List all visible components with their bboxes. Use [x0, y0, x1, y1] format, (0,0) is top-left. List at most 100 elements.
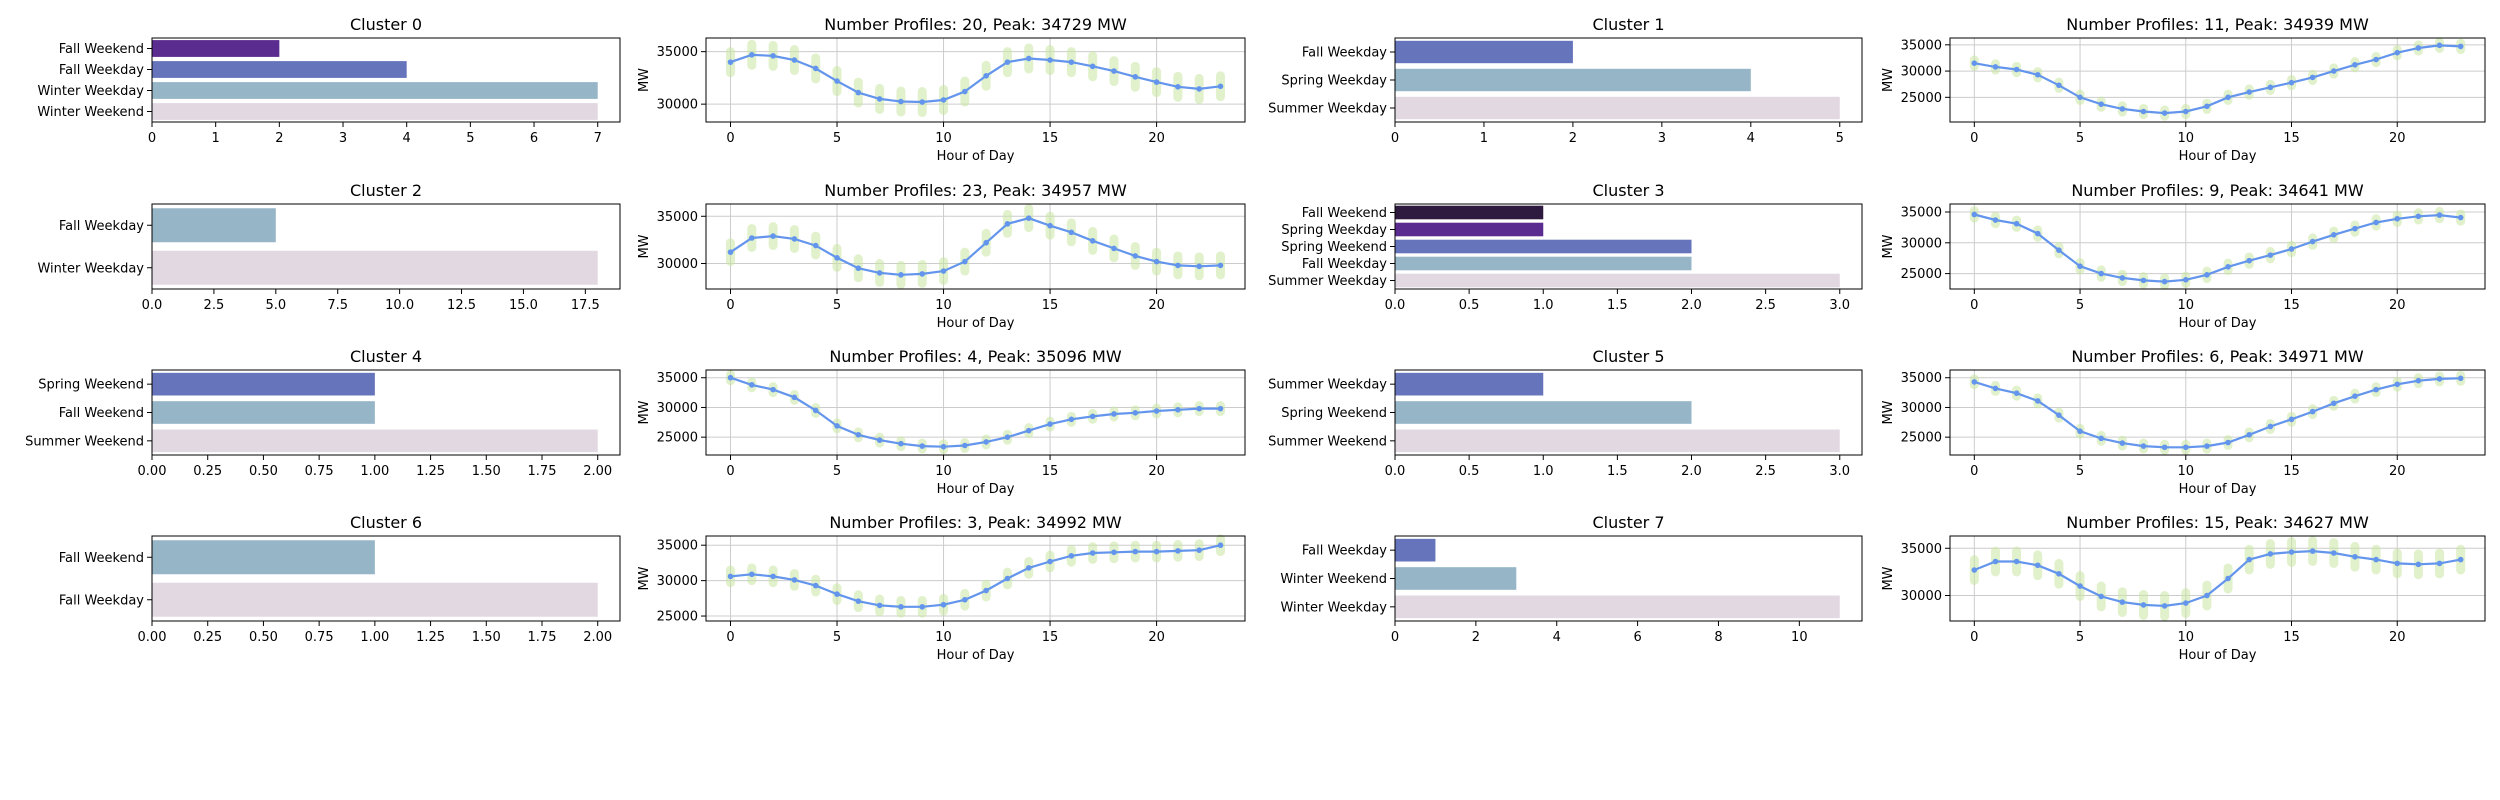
data-point — [2140, 443, 2147, 449]
x-tick-label: 6 — [530, 131, 538, 146]
y-tick-label: Summer Weekday — [1268, 274, 1387, 289]
data-point — [2309, 408, 2316, 415]
x-tick-label: 4 — [1747, 131, 1755, 146]
x-tick-label: 10 — [2178, 131, 2195, 146]
data-point — [2119, 599, 2126, 605]
x-tick-label: 15 — [1042, 298, 1059, 313]
bar — [152, 250, 598, 285]
bar — [1395, 96, 1840, 120]
x-tick-label: 10 — [935, 298, 952, 313]
data-point — [1025, 215, 1032, 221]
y-tick-label: 35000 — [1901, 38, 1942, 53]
data-point — [1175, 84, 1181, 90]
y-tick-label: 35000 — [657, 210, 698, 225]
x-tick-label: 20 — [1148, 464, 1165, 479]
subplot-title: Cluster 0 — [350, 15, 422, 34]
data-point — [2119, 275, 2126, 281]
data-point — [1992, 217, 1999, 223]
data-point — [2077, 428, 2083, 435]
y-tick-label: Winter Weekday — [37, 84, 144, 99]
plot-frame — [705, 203, 1246, 290]
data-point — [1089, 550, 1096, 556]
x-tick-label: 1 — [212, 131, 220, 146]
data-point — [1175, 262, 1181, 269]
x-tick-label: 0 — [1970, 630, 1978, 645]
data-point — [1025, 565, 1032, 571]
data-point — [2013, 558, 2020, 565]
data-point — [2415, 45, 2422, 51]
data-point — [727, 573, 734, 580]
x-tick-label: 0 — [1391, 630, 1399, 645]
mean-profile-line — [1973, 377, 2461, 449]
data-point — [2415, 561, 2422, 568]
y-axis-label: MW — [637, 234, 652, 258]
data-point — [2161, 278, 2168, 285]
data-point — [1992, 64, 1999, 70]
data-point — [2161, 444, 2168, 451]
x-tick-label: 0 — [1970, 298, 1978, 313]
x-tick-label: 20 — [1148, 630, 1165, 645]
data-point — [2119, 106, 2126, 112]
data-point — [1992, 385, 1999, 392]
y-tick-label: Winter Weekend — [37, 105, 144, 120]
y-tick-label: Summer Weekend — [1268, 434, 1387, 449]
data-point — [1089, 238, 1096, 244]
y-tick-label: Spring Weekend — [1281, 240, 1387, 255]
x-tick-label: 1.25 — [416, 464, 445, 479]
data-point — [1153, 408, 1160, 414]
data-point — [2013, 66, 2020, 73]
x-tick-label: 5 — [833, 298, 841, 313]
subplot-11: Number Profiles: 6, Peak: 34971 MW 0 5 10 15… — [1881, 347, 2486, 497]
mean-profile-line — [730, 53, 1221, 104]
x-tick-label: 0.5 — [1459, 464, 1480, 479]
subplot-13: Number Profiles: 3, Peak: 34992 MW 0 5 10 15… — [637, 513, 1246, 663]
data-point — [812, 407, 819, 414]
data-point — [2056, 247, 2062, 253]
subplot-4: Cluster 2 Fall Weekday Winter Weekday 0.0 2.… — [37, 181, 621, 313]
x-tick-label: 10 — [2178, 630, 2195, 645]
y-tick-label: Fall Weekend — [59, 42, 144, 57]
data-point — [2331, 231, 2337, 238]
x-tick-label: 1.0 — [1533, 464, 1554, 479]
data-point — [2013, 220, 2020, 227]
bar — [1395, 401, 1692, 424]
data-point — [1992, 558, 1999, 565]
x-tick-label: 20 — [2389, 298, 2406, 313]
data-point — [2373, 386, 2379, 393]
plot-frame — [151, 37, 621, 123]
x-tick-label: 2 — [1569, 131, 1577, 146]
data-point — [1089, 413, 1096, 420]
y-tick-label: 25000 — [657, 431, 698, 446]
x-tick-label: 0.50 — [249, 464, 278, 479]
x-tick-label: 20 — [2389, 464, 2406, 479]
data-point — [2457, 43, 2464, 50]
data-point — [1175, 548, 1181, 554]
data-point — [2267, 252, 2274, 258]
data-point — [1111, 245, 1117, 252]
data-point — [855, 89, 862, 96]
x-tick-label: 6 — [1633, 630, 1641, 645]
bar — [152, 540, 375, 575]
data-point — [1047, 222, 1053, 229]
subplot-2: Cluster 1 Fall Weekday Spring Weekday Summe… — [1268, 15, 1863, 146]
x-tick-label: 0.0 — [142, 298, 163, 313]
bar — [1395, 68, 1751, 92]
plot-frame — [1394, 535, 1863, 622]
data-point — [2225, 575, 2231, 582]
x-tick-label: 1.00 — [360, 464, 389, 479]
data-point — [791, 236, 798, 242]
plot-frame — [151, 203, 621, 290]
data-point — [1089, 63, 1096, 70]
x-tick-label: 5 — [1836, 131, 1844, 146]
data-point — [2246, 89, 2253, 95]
data-point — [898, 440, 904, 447]
subplot-title: Cluster 2 — [350, 181, 422, 200]
x-axis-label: Hour of Day — [937, 648, 1015, 663]
x-tick-label: 1.25 — [416, 630, 445, 645]
subplot-title: Cluster 5 — [1592, 347, 1664, 366]
mean-profile-line — [1974, 44, 2461, 115]
y-tick-label: Spring Weekend — [1281, 406, 1387, 421]
data-point — [983, 439, 989, 445]
y-tick-label: Summer Weekend — [25, 434, 144, 449]
x-tick-label: 0 — [1391, 131, 1399, 146]
